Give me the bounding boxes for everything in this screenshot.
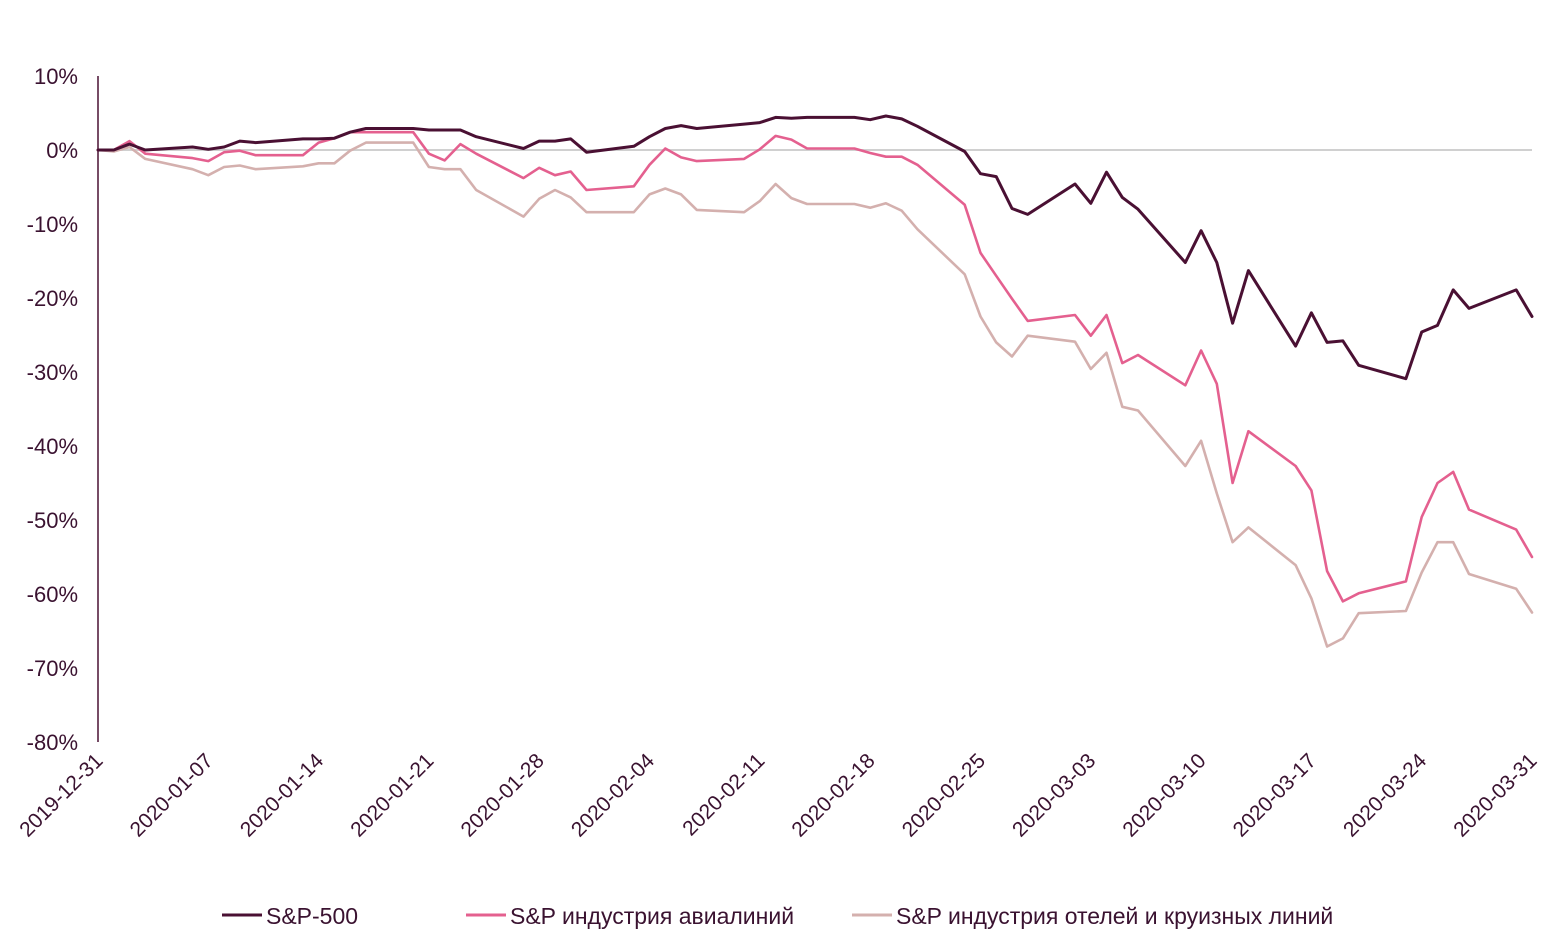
legend: S&P-500 S&P индустрия авиалиний S&P индуст…	[222, 903, 1333, 929]
y-tick-label: 0%	[46, 138, 78, 163]
y-tick-label: -10%	[27, 212, 78, 237]
x-tick-label: 2019-12-31	[15, 749, 107, 841]
y-tick-label: -40%	[27, 434, 78, 459]
x-tick-label: 2020-03-17	[1229, 749, 1321, 841]
legend-label: S&P-500	[266, 903, 358, 929]
y-tick-label: -30%	[27, 360, 78, 385]
x-tick-label: 2020-01-21	[346, 749, 438, 841]
x-tick-label: 2020-03-31	[1449, 749, 1541, 841]
y-tick-label: -70%	[27, 656, 78, 681]
y-tick-label: -50%	[27, 508, 78, 533]
series-line-0	[96, 114, 1534, 381]
x-tick-label: 2020-02-04	[567, 749, 659, 841]
y-axis-ticks: 10% 0% -10% -20% -30% -40% -50% -60% -70% -80%	[27, 64, 78, 755]
x-tick-label: 2020-01-14	[236, 749, 328, 841]
x-tick-label: 2020-01-07	[126, 749, 218, 841]
series-line-1	[96, 130, 1534, 603]
x-tick-label: 2020-03-10	[1118, 749, 1210, 841]
x-tick-label: 2020-03-24	[1339, 749, 1431, 841]
x-tick-label: 2020-03-03	[1008, 749, 1100, 841]
y-tick-label: -60%	[27, 582, 78, 607]
x-tick-label: 2020-02-18	[787, 749, 879, 841]
y-tick-label: 10%	[34, 64, 78, 89]
y-tick-label: -80%	[27, 730, 78, 755]
y-tick-label: -20%	[27, 286, 78, 311]
x-tick-label: 2020-02-11	[678, 749, 769, 840]
x-axis-ticks: 2019-12-31 2020-01-07 2020-01-14 2020-01-21…	[15, 749, 1541, 841]
legend-label: S&P индустрия авиалиний	[510, 903, 794, 929]
series-lines	[96, 114, 1534, 648]
x-tick-label: 2020-02-25	[898, 749, 990, 841]
x-tick-label: 2020-01-28	[457, 749, 549, 841]
series-line-2	[96, 141, 1534, 648]
legend-label: S&P индустрия отелей и круизных линий	[896, 903, 1333, 929]
